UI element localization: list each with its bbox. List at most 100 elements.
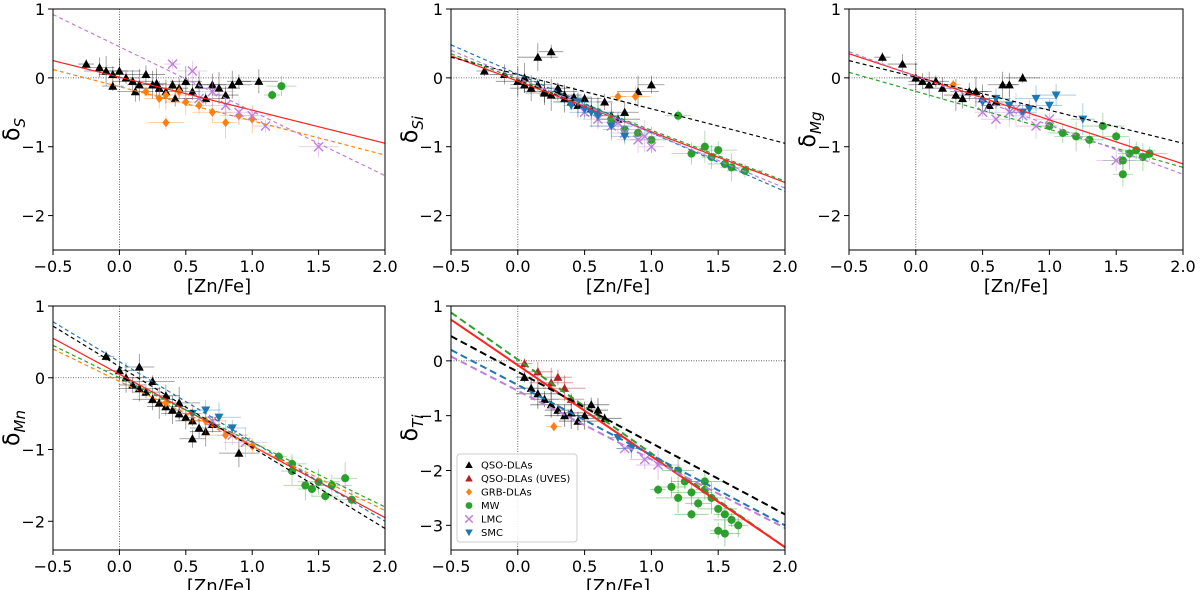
fit-line — [451, 56, 785, 144]
x-tick-label: 2.0 — [372, 557, 397, 576]
y-tick-label: −1 — [419, 138, 443, 157]
point-lmc — [1044, 114, 1055, 125]
point-mw — [1058, 128, 1067, 137]
point-qso-dlas — [187, 434, 197, 443]
x-axis-label: [Zn/Fe] — [187, 576, 251, 590]
point-mw — [647, 135, 656, 144]
plot-area — [451, 9, 785, 250]
point-mw — [1098, 122, 1107, 131]
y-tick-label: 0 — [831, 69, 841, 88]
plot-area — [53, 9, 385, 250]
x-tick-label: 0.0 — [903, 257, 928, 276]
point-mw — [694, 499, 703, 508]
y-tick-label: −1 — [21, 441, 45, 460]
point-qso-dlas — [951, 90, 961, 99]
x-tick-label: 0.5 — [173, 257, 198, 276]
plot-area — [451, 306, 785, 550]
point-qso-dlas — [101, 351, 111, 360]
point-qso-dlas — [958, 94, 968, 103]
point-mw — [687, 510, 696, 519]
y-tick-label: 1 — [35, 297, 45, 316]
point-mw — [277, 82, 286, 91]
x-tick-label: 0.0 — [107, 257, 132, 276]
fit-line — [849, 51, 1183, 175]
legend-marker — [465, 529, 473, 537]
x-tick-label: 0.0 — [107, 557, 132, 576]
x-tick-label: −0.5 — [830, 257, 869, 276]
x-tick-label: 2.0 — [372, 257, 397, 276]
point-qso-dlas-uves — [553, 372, 563, 381]
point-mw — [720, 510, 729, 519]
point-grb-dlas — [162, 90, 170, 100]
point-smc — [1044, 101, 1054, 110]
point-smc — [606, 122, 616, 131]
point-qso-dlas-uves — [533, 367, 543, 376]
point-mw — [727, 515, 736, 524]
fit-line — [451, 44, 785, 193]
y-tick-label: −1 — [419, 407, 443, 426]
legend-marker — [465, 461, 473, 469]
point-qso-dlas — [911, 73, 921, 82]
point-mw — [633, 128, 643, 137]
point-mw — [720, 529, 729, 538]
point-qso-dlas — [114, 66, 124, 75]
point-grb-dlas — [550, 422, 558, 432]
point-qso-dlas — [998, 80, 1008, 89]
point-mw — [734, 521, 743, 530]
x-tick-label: 2.0 — [772, 257, 797, 276]
point-qso-dlas — [134, 80, 144, 89]
point-mw — [667, 482, 676, 491]
point-qso-dlas — [141, 69, 151, 79]
point-mw — [714, 504, 723, 513]
legend-label: MW — [481, 501, 500, 512]
panel-si: −0.5 0.0 0.5 1.0 1.5 2.0 −2 −1 0 1 [Zn/Fe] δSi — [398, 0, 798, 297]
fit-line — [849, 53, 1183, 165]
point-smc — [1024, 105, 1034, 114]
x-axis-label: [Zn/Fe] — [187, 276, 251, 297]
x-axis-label: [Zn/Fe] — [586, 576, 650, 590]
fit-line — [53, 13, 385, 177]
fit-line — [53, 69, 385, 156]
legend-label: QSO-DLAs — [481, 461, 533, 472]
point-qso-dlas — [181, 412, 191, 421]
point-qso-dlas — [600, 97, 610, 106]
x-tick-label: 1.0 — [239, 257, 264, 276]
point-qso-dlas — [81, 59, 91, 68]
point-qso-dlas — [580, 94, 590, 103]
point-smc — [1078, 115, 1088, 124]
point-lmc — [260, 121, 271, 132]
point-smc — [566, 101, 576, 110]
point-smc — [1051, 91, 1061, 100]
point-qso-dlas — [170, 94, 180, 103]
point-grb-dlas — [631, 91, 639, 101]
point-grb-dlas — [182, 97, 190, 107]
legend-label: SMC — [481, 528, 503, 539]
point-mw — [654, 485, 663, 494]
point-qso-dlas — [533, 389, 543, 398]
fit-line — [53, 325, 385, 529]
point-lmc — [1111, 155, 1122, 166]
x-tick-label: −0.5 — [34, 557, 73, 576]
point-qso-dlas — [620, 107, 630, 116]
point-smc — [620, 132, 630, 141]
point-qso-dlas — [526, 383, 536, 392]
y-axis-label: δMn — [0, 410, 29, 446]
point-qso-dlas — [168, 405, 178, 414]
y-tick-label: 1 — [831, 0, 841, 19]
y-tick-label: 0 — [433, 352, 443, 371]
y-tick-label: 1 — [433, 0, 443, 19]
legend-marker — [465, 474, 473, 482]
point-qso-dlas — [234, 76, 244, 85]
legend-marker — [465, 488, 473, 496]
point-lmc — [207, 415, 218, 426]
point-qso-dlas — [897, 59, 907, 68]
y-axis-label: δTi — [398, 414, 427, 442]
point-qso-dlas — [540, 88, 550, 97]
point-grb-dlas — [222, 118, 230, 128]
point-qso-dlas — [134, 362, 144, 371]
x-tick-label: 1.0 — [239, 557, 264, 576]
point-smc — [227, 424, 237, 433]
point-qso-dlas — [479, 66, 489, 75]
point-lmc — [1004, 107, 1015, 118]
